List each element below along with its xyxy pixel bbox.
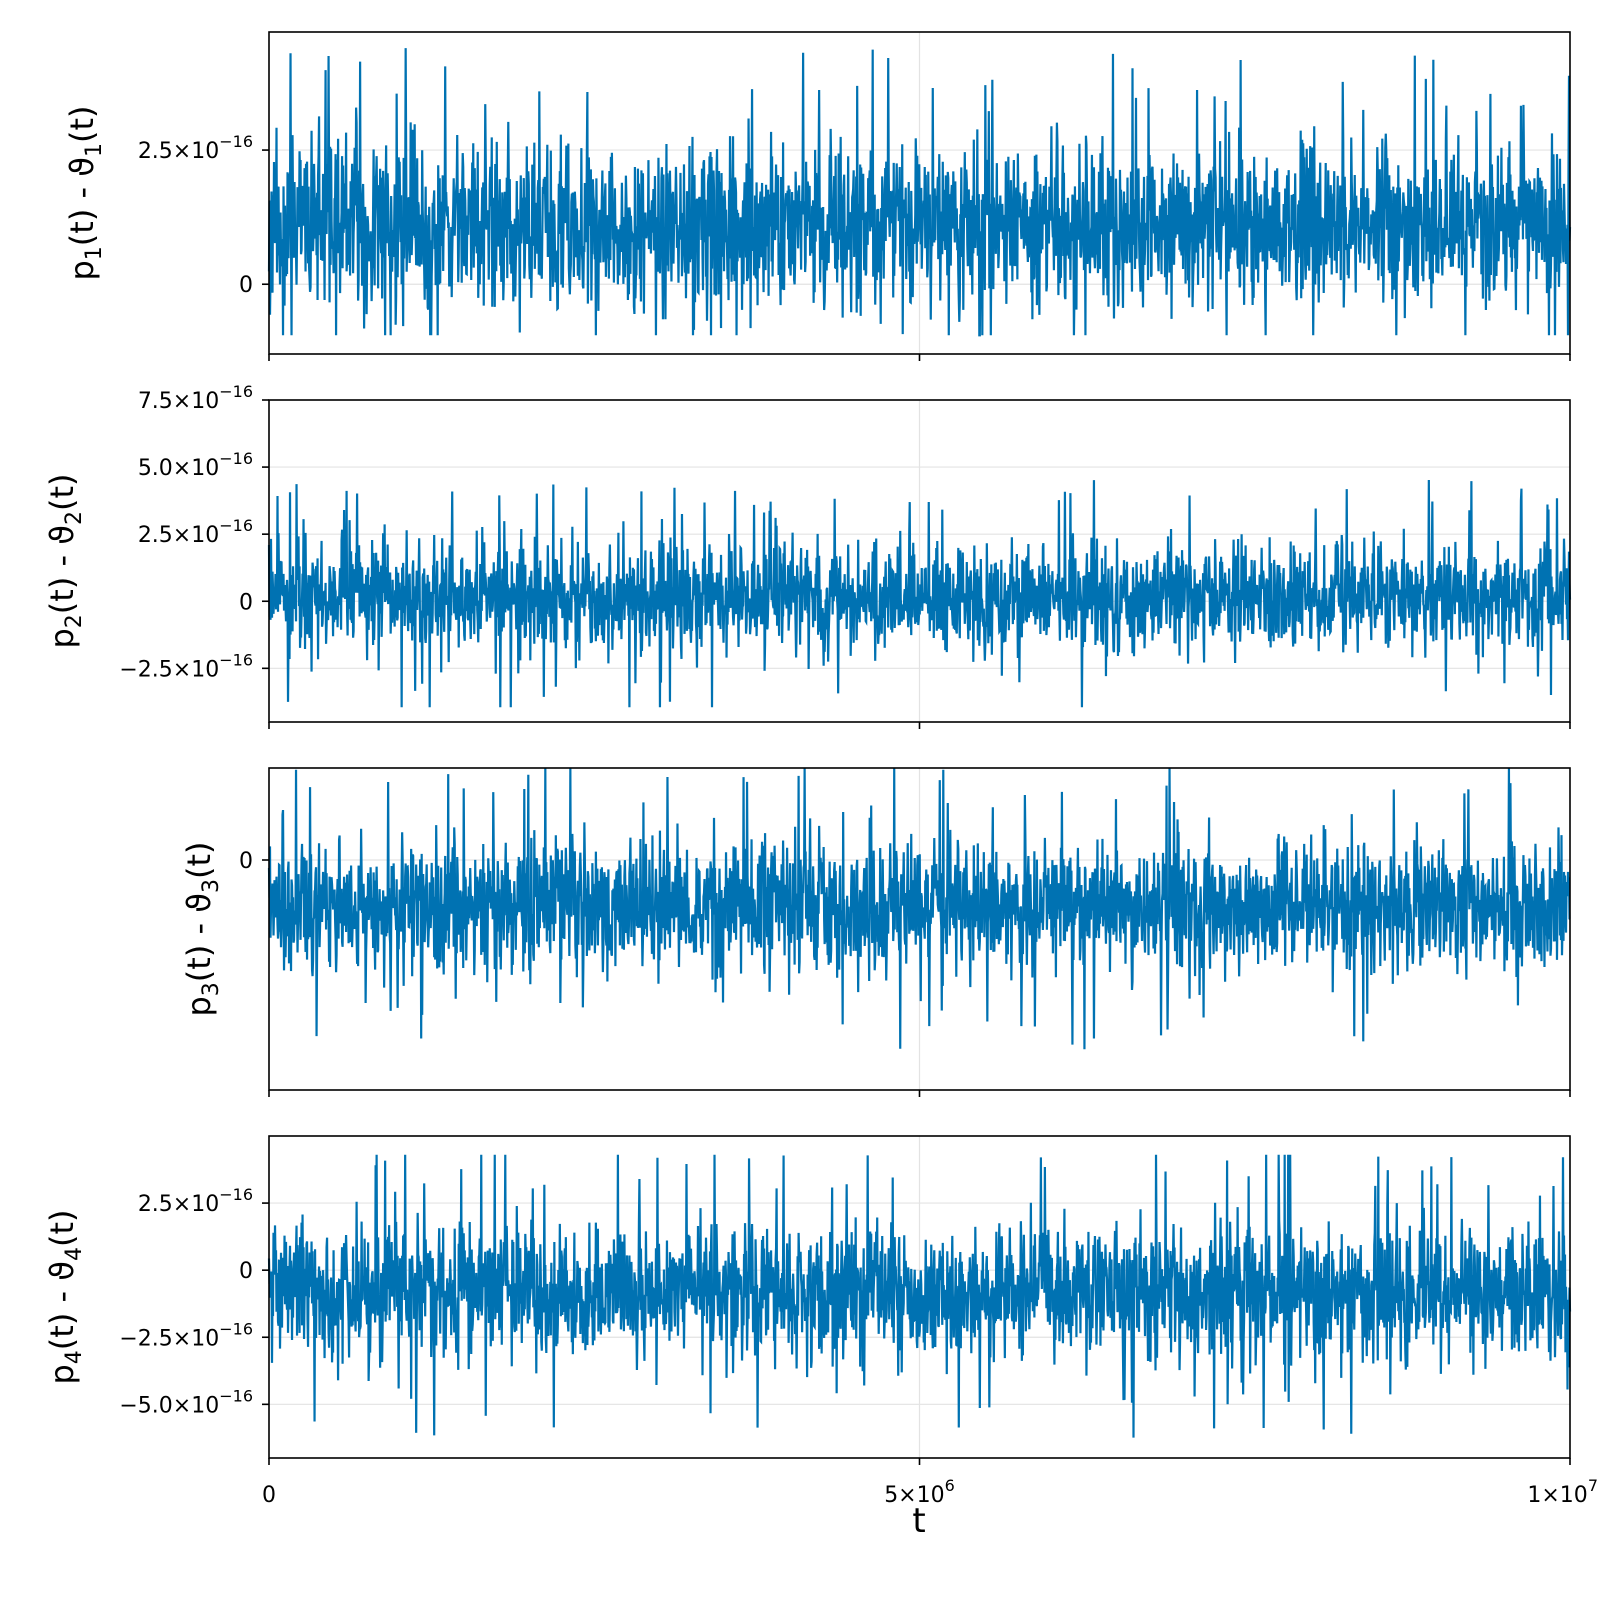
y-axis-label-1: p1(t) - ϑ1(t) bbox=[63, 105, 107, 280]
y-axis-label-2: p2(t) - ϑ2(t) bbox=[43, 473, 87, 648]
y-tick-label: 2.5×10−16 bbox=[138, 132, 253, 164]
series-line-4 bbox=[267, 1154, 1572, 1438]
subplot-stack: 0 2.5×10−16 p1(t) - ϑ1(t) −2.5×10−16 0 2.5×10… bbox=[43, 31, 1572, 1465]
series-line-2 bbox=[267, 479, 1572, 708]
y-axis-label-4: p4(t) - ϑ4(t) bbox=[43, 1209, 87, 1384]
subplot-3: 0 p3(t) - ϑ3(t) bbox=[180, 767, 1571, 1097]
x-axis-label: t bbox=[912, 1501, 925, 1541]
y-tick-label: −5.0×10−16 bbox=[119, 1386, 253, 1418]
y-tick-label: 5.0×10−16 bbox=[138, 449, 253, 481]
y-axis-label-3: p3(t) - ϑ3(t) bbox=[180, 841, 224, 1016]
y-tick-label: 0 bbox=[239, 273, 253, 298]
series-line-3 bbox=[267, 767, 1571, 1050]
y-tick-label: 0 bbox=[239, 590, 253, 615]
series-line-1 bbox=[267, 48, 1572, 337]
y-tick-label: 0 bbox=[239, 1259, 253, 1284]
y-tick-label: 0 bbox=[239, 849, 253, 874]
shared-x-axis: 0 5×106 1×107 bbox=[262, 1476, 1598, 1508]
y-tick-label: −2.5×10−16 bbox=[119, 1319, 253, 1351]
subplot-1: 0 2.5×10−16 p1(t) - ϑ1(t) bbox=[63, 31, 1572, 361]
x-tick-label: 1×107 bbox=[1527, 1476, 1598, 1508]
y-tick-label: 2.5×10−16 bbox=[138, 1185, 253, 1217]
subplot-2: −2.5×10−16 0 2.5×10−16 5.0×10−16 7.5×10−16 p2… bbox=[43, 382, 1572, 729]
x-tick-label: 0 bbox=[262, 1483, 276, 1508]
y-tick-label: −2.5×10−16 bbox=[119, 650, 253, 682]
y-tick-label: 7.5×10−16 bbox=[138, 382, 253, 414]
y-tick-label: 2.5×10−16 bbox=[138, 516, 253, 548]
x-tick-label: 5×106 bbox=[884, 1476, 955, 1508]
subplot-4: −5.0×10−16 −2.5×10−16 0 2.5×10−16 p4(t) - ϑ4… bbox=[43, 1135, 1572, 1465]
